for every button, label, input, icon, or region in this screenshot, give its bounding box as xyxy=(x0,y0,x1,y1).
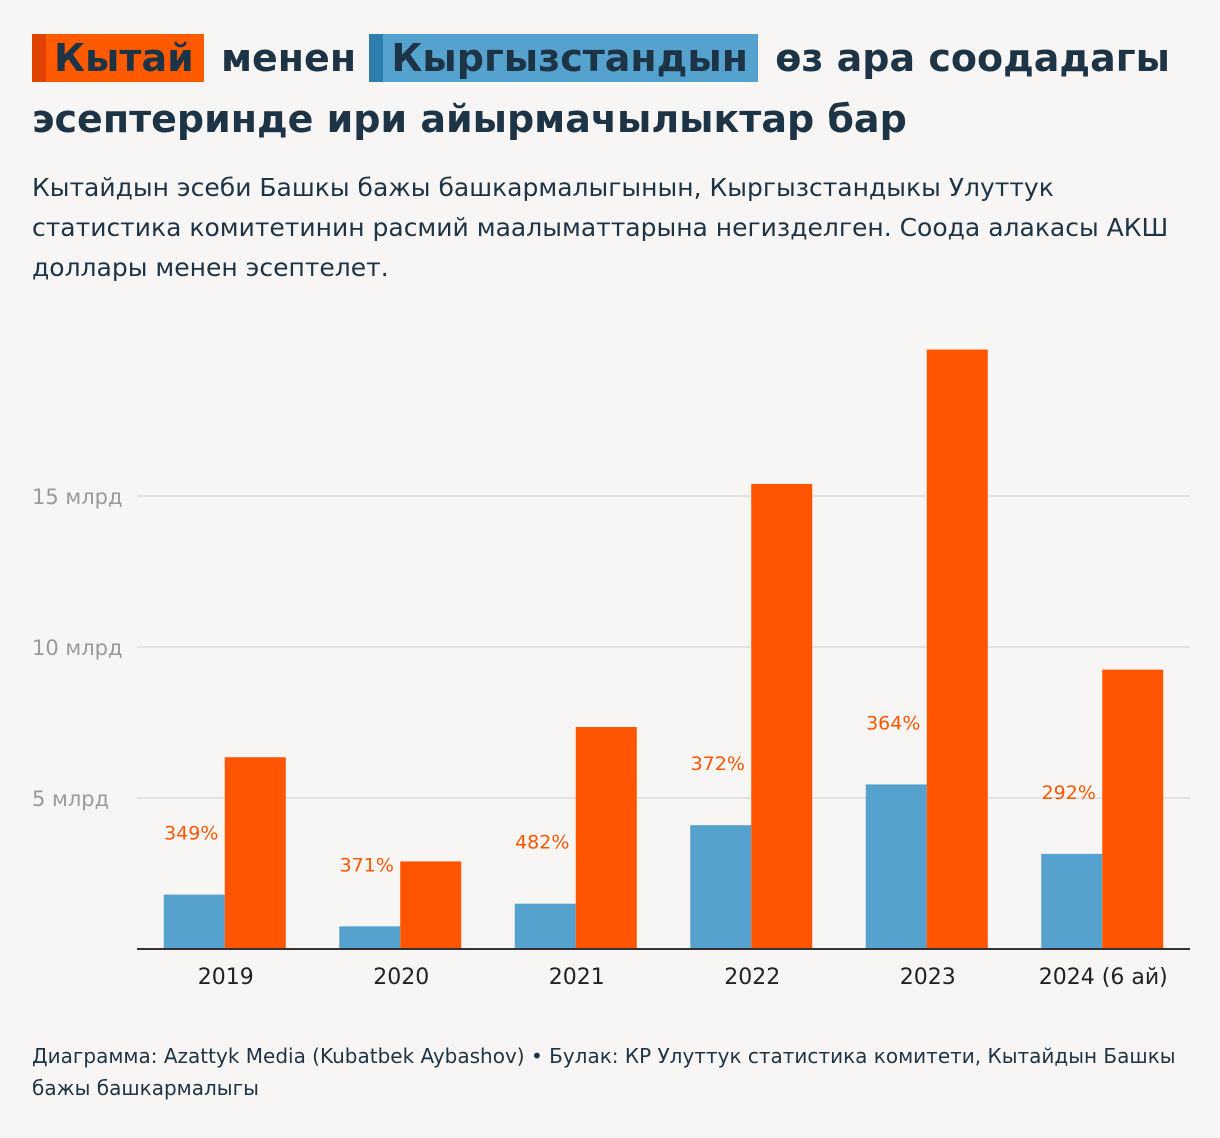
bar-china-2021 xyxy=(575,727,637,949)
chart-title: Кытай менен Кыргызстандын өз ара соодада… xyxy=(32,28,1192,150)
y-tick-label: 15 млрд xyxy=(32,485,123,509)
chart-subtitle: Кытайдын эсеби Башкы бажы башкармалыгыны… xyxy=(32,173,1169,282)
bar-china-2019 xyxy=(224,757,286,949)
bar-china-2024 xyxy=(1102,669,1164,949)
bar-china-2020 xyxy=(400,861,462,949)
y-tick-label: 5 млрд xyxy=(32,787,109,811)
bar-china-2022 xyxy=(751,483,813,949)
bar-kyrgyzstan-2019 xyxy=(163,894,225,949)
bar-kyrgyzstan-2020 xyxy=(339,926,401,949)
difference-label: 349% xyxy=(164,823,218,845)
bar-kyrgyzstan-2022 xyxy=(690,825,752,949)
bar-chart: 349% 371% 482% 372% 364% 292% 5 млрд 10 млрд 15… xyxy=(32,349,1190,990)
x-tick-label: 2024 (6 ай) xyxy=(1039,965,1168,990)
bar-kyrgyzstan-2023 xyxy=(865,784,927,949)
difference-label: 482% xyxy=(515,832,569,854)
title-word-with: менен xyxy=(220,36,357,80)
x-tick-label: 2019 xyxy=(198,965,254,990)
title-highlight-kyrgyzstan: Кыргызстандын xyxy=(369,34,758,82)
title-rest: өз ара соодадагы эсептеринде ири айырмач… xyxy=(32,36,1170,141)
x-tick-label: 2022 xyxy=(724,965,780,990)
chart-footer: Диаграмма: Azattyk Media (Kubatbek Aybas… xyxy=(32,1044,1176,1100)
grid-lines xyxy=(137,495,1190,799)
bars xyxy=(163,349,1164,949)
bar-kyrgyzstan-2021 xyxy=(514,903,576,949)
x-tick-label: 2020 xyxy=(373,965,429,990)
x-tick-label: 2023 xyxy=(900,965,956,990)
title-highlight-china: Кытай xyxy=(32,34,204,82)
y-tick-label: 10 млрд xyxy=(32,636,123,660)
axes: 5 млрд 10 млрд 15 млрд 2019 2020 2021 2022 2023… xyxy=(32,485,1190,990)
difference-label: 292% xyxy=(1042,782,1096,804)
difference-label: 372% xyxy=(691,753,745,775)
bar-kyrgyzstan-2024 xyxy=(1041,853,1103,949)
difference-label: 371% xyxy=(340,854,394,876)
x-tick-label: 2021 xyxy=(549,965,605,990)
data-labels: 349% 371% 482% 372% 364% 292% xyxy=(164,712,1096,876)
bar-china-2023 xyxy=(926,349,988,949)
difference-label: 364% xyxy=(866,712,920,734)
